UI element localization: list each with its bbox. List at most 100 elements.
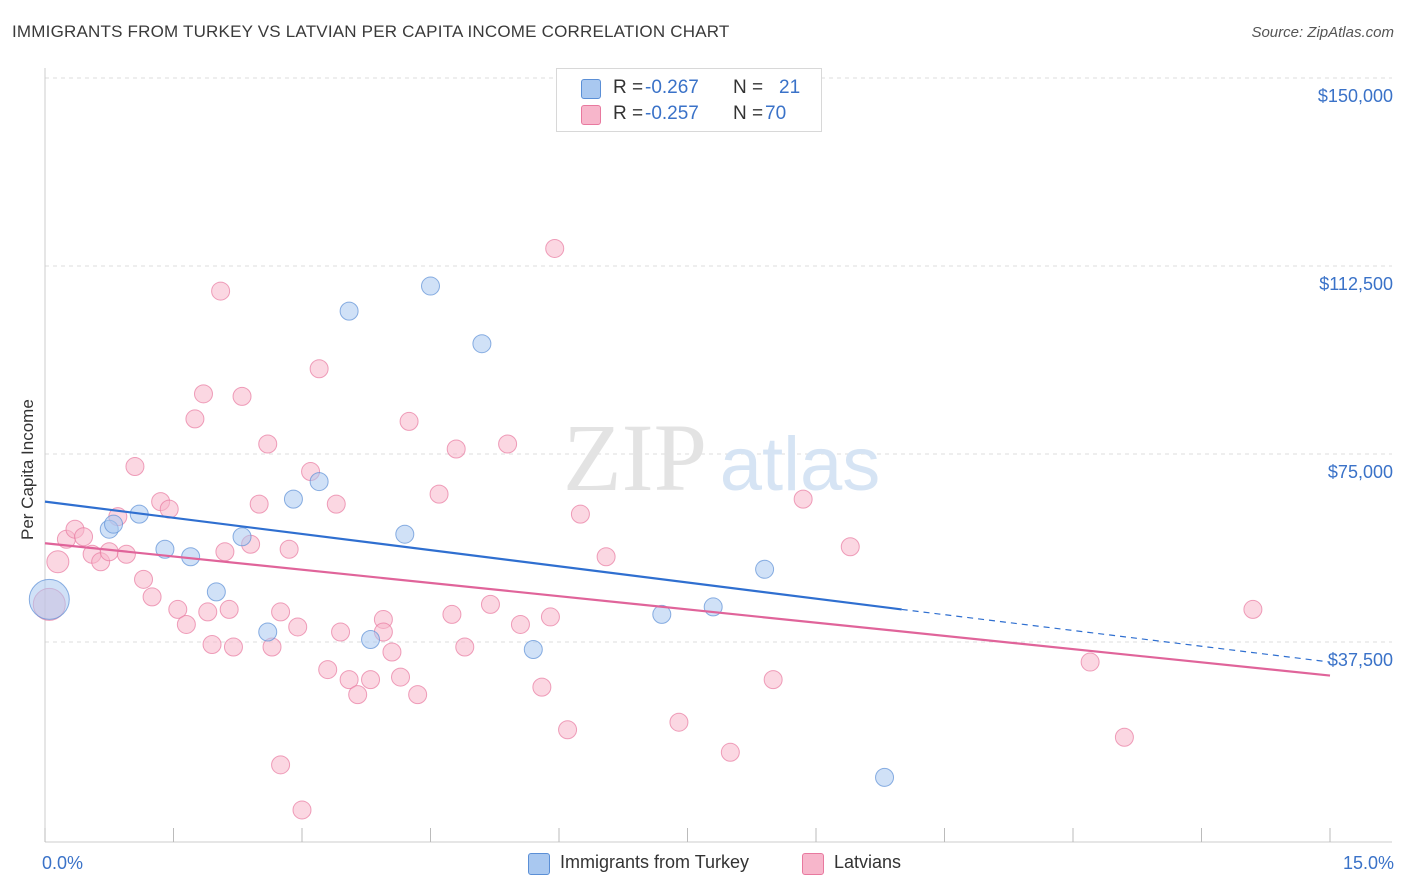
turkey-point-13 [395,524,415,544]
n-label: N = [733,103,764,124]
turkey-point-15 [472,334,492,354]
latvian-point-30 [279,539,299,559]
turkey-point-6 [206,582,226,602]
chart-title: IMMIGRANTS FROM TURKEY VS LATVIAN PER CA… [12,22,730,41]
latvian-point-40 [361,670,381,690]
latvian-point-46 [429,484,449,504]
latvian-point-59 [763,670,783,690]
legend-label-turkey: Immigrants from Turkey [560,852,750,872]
n-value: 70 [765,103,787,124]
turkey-point-11 [339,301,359,321]
latvian-point-39 [348,685,368,705]
latvian-point-45 [408,685,428,705]
legend-swatch-latvians [802,853,824,875]
latvian-point-64 [1243,599,1263,619]
latvian-point-66 [198,602,218,622]
y-tick-labels: $37,500 $75,000 $112,500 $150,000 [1318,86,1393,670]
latvian-point-37 [331,622,351,642]
turkey-trend-line [44,500,902,611]
latvian-point-42 [382,642,402,662]
trend-lines [44,500,1331,677]
latvian-point-43 [391,667,411,687]
latvian-point-15 [168,599,188,619]
correlation-legend: R = -0.267 N = 21 R = -0.257 N = 70 [556,68,822,132]
latvian-point-56 [596,547,616,567]
turkey-point-17 [652,604,672,624]
turkey-point-10 [309,472,329,492]
turkey-point-20 [875,767,895,787]
turkey-point-16 [523,640,543,660]
latvian-point-22 [219,599,239,619]
latvian-point-16 [176,614,196,634]
latvian-point-61 [840,537,860,557]
turkey-point-4 [155,539,175,559]
latvian-point-24 [232,386,252,406]
latvian-point-47 [446,439,466,459]
latvian-point-9 [116,544,136,564]
latvian-point-63 [1114,727,1134,747]
latvian-point-68 [271,602,291,622]
latvian-point-65 [545,238,565,258]
grid-lines [45,77,1392,643]
latvian-point-7 [99,542,119,562]
watermark-zip: ZIP [563,404,707,511]
latvian-point-18 [193,384,213,404]
latvian-point-53 [540,607,560,627]
latvian-point-4 [74,527,94,547]
latvian-point-21 [215,542,235,562]
turkey-trend-extension [901,608,1331,663]
turkey-point-14 [421,276,440,296]
latvian-point-57 [669,712,689,732]
turkey-point-2 [104,514,124,534]
turkey-point-19 [755,559,775,579]
legend-swatch-latvians [581,105,601,125]
latvian-point-60 [793,489,813,509]
latvian-point-50 [498,434,518,454]
latvian-point-27 [258,434,278,454]
x-tick-label-1: 15.0% [1343,853,1394,873]
latvian-point-51 [510,614,530,634]
latvian-point-62 [1080,652,1100,672]
latvian-point-36 [326,494,346,514]
x-tick-label-0: 0.0% [42,853,83,873]
latvian-point-48 [455,637,475,657]
latvian-point-49 [480,594,500,614]
n-value: 21 [779,77,801,98]
y-tick-label-0: $37,500 [1328,650,1393,670]
y-tick-label-2: $112,500 [1319,274,1393,294]
latvian-point-12 [142,587,162,607]
data-points [28,238,1263,820]
latvian-point-54 [558,720,578,740]
legend-label-latvians: Latvians [834,852,902,872]
latvian-point-23 [223,637,243,657]
legend-swatch-turkey [528,853,550,875]
r-value: -0.267 [645,77,699,98]
y-tick-label-3: $150,000 [1318,86,1393,106]
turkey-point-0 [28,578,70,620]
turkey-point-12 [361,629,381,649]
turkey-point-9 [283,489,303,509]
latvian-point-52 [532,677,552,697]
latvian-point-38 [339,670,359,690]
turkey-point-7 [232,527,252,547]
y-axis-label: Per Capita Income [18,399,37,540]
r-value: -0.257 [645,103,699,124]
y-tick-label-1: $75,000 [1328,462,1393,482]
latvian-point-32 [292,800,312,820]
latvian-point-44 [399,411,419,431]
r-label: R = [613,103,644,124]
axes [44,68,1392,843]
r-label: R = [613,77,644,98]
latvian-point-55 [570,504,590,524]
source-label: Source: ZipAtlas.com [1251,24,1394,41]
latvian-trend-line [44,542,1331,677]
latvian-point-10 [125,457,145,477]
latvian-point-29 [271,755,291,775]
latvian-point-19 [202,635,222,655]
latvian-point-17 [185,409,205,429]
latvian-point-1 [46,550,70,574]
legend-swatch-turkey [581,79,601,99]
latvian-point-11 [134,569,154,589]
latvian-point-31 [288,617,308,637]
